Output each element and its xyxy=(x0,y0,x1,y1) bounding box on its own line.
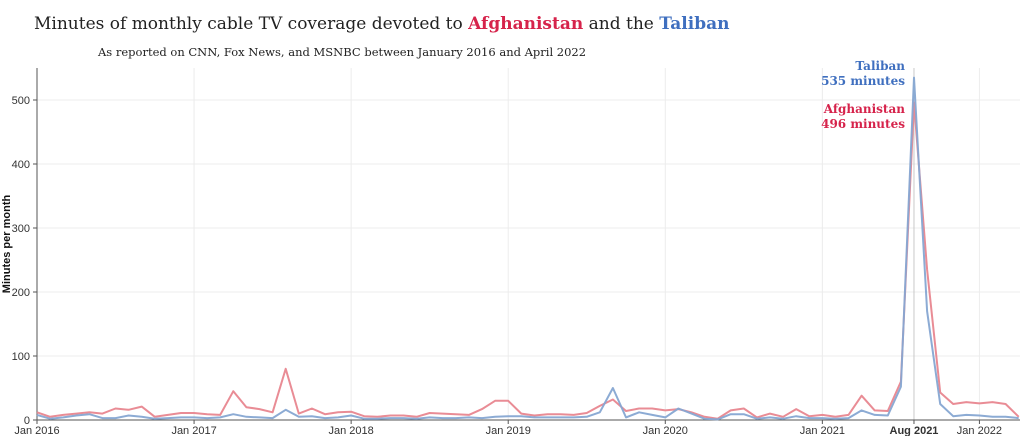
x-tick-label: Jan 2020 xyxy=(643,425,688,436)
y-tick-label: 0 xyxy=(24,415,30,427)
y-tick-label: 100 xyxy=(12,351,30,363)
annotation-taliban-value: 535 minutes xyxy=(821,74,905,88)
y-axis-label: Minutes per month xyxy=(1,195,13,294)
x-tick-label: Jan 2019 xyxy=(486,425,531,436)
y-tick-label: 300 xyxy=(12,223,30,235)
annotation-taliban-name: Taliban xyxy=(855,59,905,73)
x-tick-label: Jan 2022 xyxy=(957,425,1002,436)
title-prefix: Minutes of monthly cable TV coverage dev… xyxy=(34,14,469,34)
series-line-taliban xyxy=(36,76,1019,421)
title-taliban: Taliban xyxy=(659,14,730,34)
x-tick-label: Aug 2021 xyxy=(890,425,939,436)
series-line-afghanistan xyxy=(36,101,1020,420)
title-afghanistan: Afghanistan xyxy=(468,14,584,34)
x-tick-label: Jan 2018 xyxy=(329,425,374,436)
chart-title: Minutes of monthly cable TV coverage dev… xyxy=(34,14,729,34)
annotation-afghanistan-value: 496 minutes xyxy=(821,117,905,131)
x-tick-label: Jan 2016 xyxy=(14,425,59,436)
title-middle: and the xyxy=(583,14,660,34)
y-tick-label: 500 xyxy=(12,95,30,107)
x-tick-label: Jan 2021 xyxy=(800,425,845,436)
y-tick-label: 400 xyxy=(12,159,30,171)
y-tick-label: 200 xyxy=(12,287,30,299)
annotation-afghanistan-name: Afghanistan xyxy=(823,102,906,116)
x-tick-label: Jan 2017 xyxy=(171,425,216,436)
chart-subtitle: As reported on CNN, Fox News, and MSNBC … xyxy=(98,45,587,59)
